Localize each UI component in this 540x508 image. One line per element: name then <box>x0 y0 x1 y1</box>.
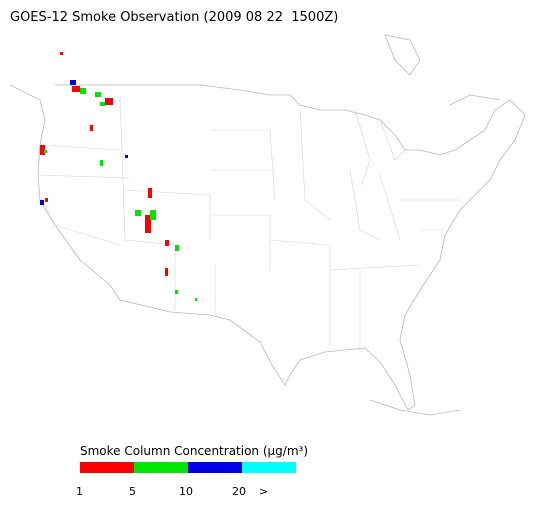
legend-swatch <box>188 462 242 473</box>
legend: 1 5 10 20 > <box>76 462 296 498</box>
legend-label: 5 <box>129 485 136 498</box>
legend-label: 20 <box>232 485 246 498</box>
legend-swatch <box>242 462 296 473</box>
legend-label: > <box>259 485 268 498</box>
legend-label: 10 <box>179 485 193 498</box>
legend-label: 1 <box>76 485 83 498</box>
legend-swatch <box>134 462 188 473</box>
map <box>9 34 526 416</box>
title: GOES-12 Smoke Observation (2009 08 22 15… <box>10 10 338 25</box>
legend-title: Smoke Column Concentration (μg/m³) <box>80 444 308 458</box>
smoke-pixels <box>40 52 197 301</box>
legend-swatch <box>80 462 134 473</box>
